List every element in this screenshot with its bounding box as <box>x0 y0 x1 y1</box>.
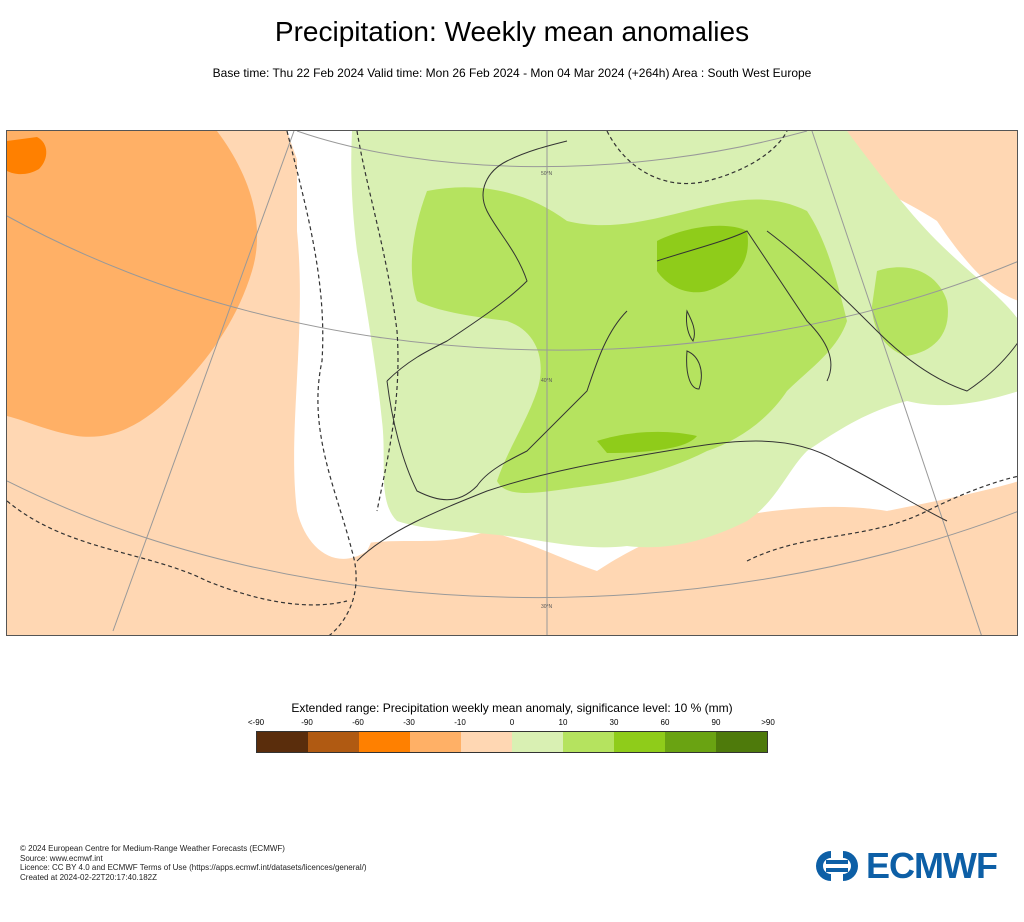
meridian-east <box>811 131 982 635</box>
legend-swatch-3 <box>410 732 461 752</box>
legend-swatch-7 <box>614 732 665 752</box>
legend-title: Extended range: Precipitation weekly mea… <box>291 701 733 715</box>
legend-tick: -90 <box>301 718 313 727</box>
legend-swatch-9 <box>716 732 767 752</box>
footer-created: Created at 2024-02-22T20:17:40.182Z <box>20 872 157 882</box>
coastline-italy <box>656 230 832 382</box>
legend-swatch-1 <box>308 732 359 752</box>
significance-contour-5 <box>606 131 788 185</box>
latitude-50n <box>296 131 808 168</box>
legend-swatch-4 <box>461 732 512 752</box>
footer-copyright: © 2024 European Centre for Medium-Range … <box>20 844 285 853</box>
ecmwf-logo-text: ECMWF <box>866 845 998 886</box>
positive-anomaly-medium-east <box>872 267 948 356</box>
legend-tick: -30 <box>403 718 415 727</box>
negative-anomaly-northeast <box>847 131 1017 301</box>
coastline-iberia-france <box>386 140 628 501</box>
positive-anomaly-strong-south <box>597 431 697 453</box>
chart-subtitle: Base time: Thu 22 Feb 2024 Valid time: M… <box>212 66 812 80</box>
footer-licence: Licence: CC BY 4.0 and ECMWF Terms of Us… <box>20 863 367 873</box>
negative-anomaly-south <box>337 481 1017 635</box>
legend-tick: -60 <box>352 718 364 727</box>
latitude-30n <box>7 480 1017 598</box>
legend-swatch-5 <box>512 732 563 752</box>
legend-ticks: <-90 -90 -60 -30 -10 0 10 30 60 90 >90 <box>230 718 790 730</box>
coastline-balkans <box>766 230 1017 392</box>
legend-tick: 60 <box>660 718 670 727</box>
legend-tick: 0 <box>509 718 515 727</box>
legend-swatch-2 <box>359 732 410 752</box>
legend-colorbar <box>256 731 768 753</box>
legend-swatch-0 <box>257 732 308 752</box>
ecmwf-logo: ECMWF <box>814 845 1004 886</box>
neutral-band <box>294 131 391 559</box>
map-svg: 50°N 40°N 30°N <box>7 131 1017 635</box>
meridian-west <box>112 131 295 632</box>
lat-label-50n: 50°N <box>541 171 553 177</box>
legend-swatch-6 <box>563 732 614 752</box>
island-sardinia <box>686 350 702 390</box>
island-corsica <box>686 309 695 342</box>
lat-label-40n: 40°N <box>541 378 553 384</box>
ecmwf-logo-icon <box>816 851 858 881</box>
legend-tick: -10 <box>454 718 466 727</box>
footer-credits: © 2024 European Centre for Medium-Range … <box>20 844 367 882</box>
legend-tick: 30 <box>609 718 619 727</box>
coastline-africa <box>356 440 948 562</box>
significance-contour-3 <box>7 500 348 606</box>
significance-contour-2 <box>356 131 399 512</box>
significance-contour-1 <box>286 131 357 635</box>
significance-contour-4 <box>746 475 1017 562</box>
latitude-40n <box>7 215 1017 351</box>
legend-tick: <-90 <box>247 718 265 727</box>
strong-negative-spot <box>7 137 47 175</box>
moderate-negative-atlantic <box>7 131 258 437</box>
positive-anomaly-strong <box>657 225 748 293</box>
anomaly-map: 50°N 40°N 30°N <box>6 130 1018 636</box>
chart-title: Precipitation: Weekly mean anomalies <box>274 16 750 47</box>
legend-swatch-8 <box>665 732 716 752</box>
legend-tick: 90 <box>711 718 721 727</box>
footer-source: Source: www.ecmwf.int <box>20 853 103 863</box>
legend-tick: 10 <box>558 718 568 727</box>
lat-label-30n: 30°N <box>541 604 553 610</box>
legend-tick: >90 <box>761 718 775 727</box>
